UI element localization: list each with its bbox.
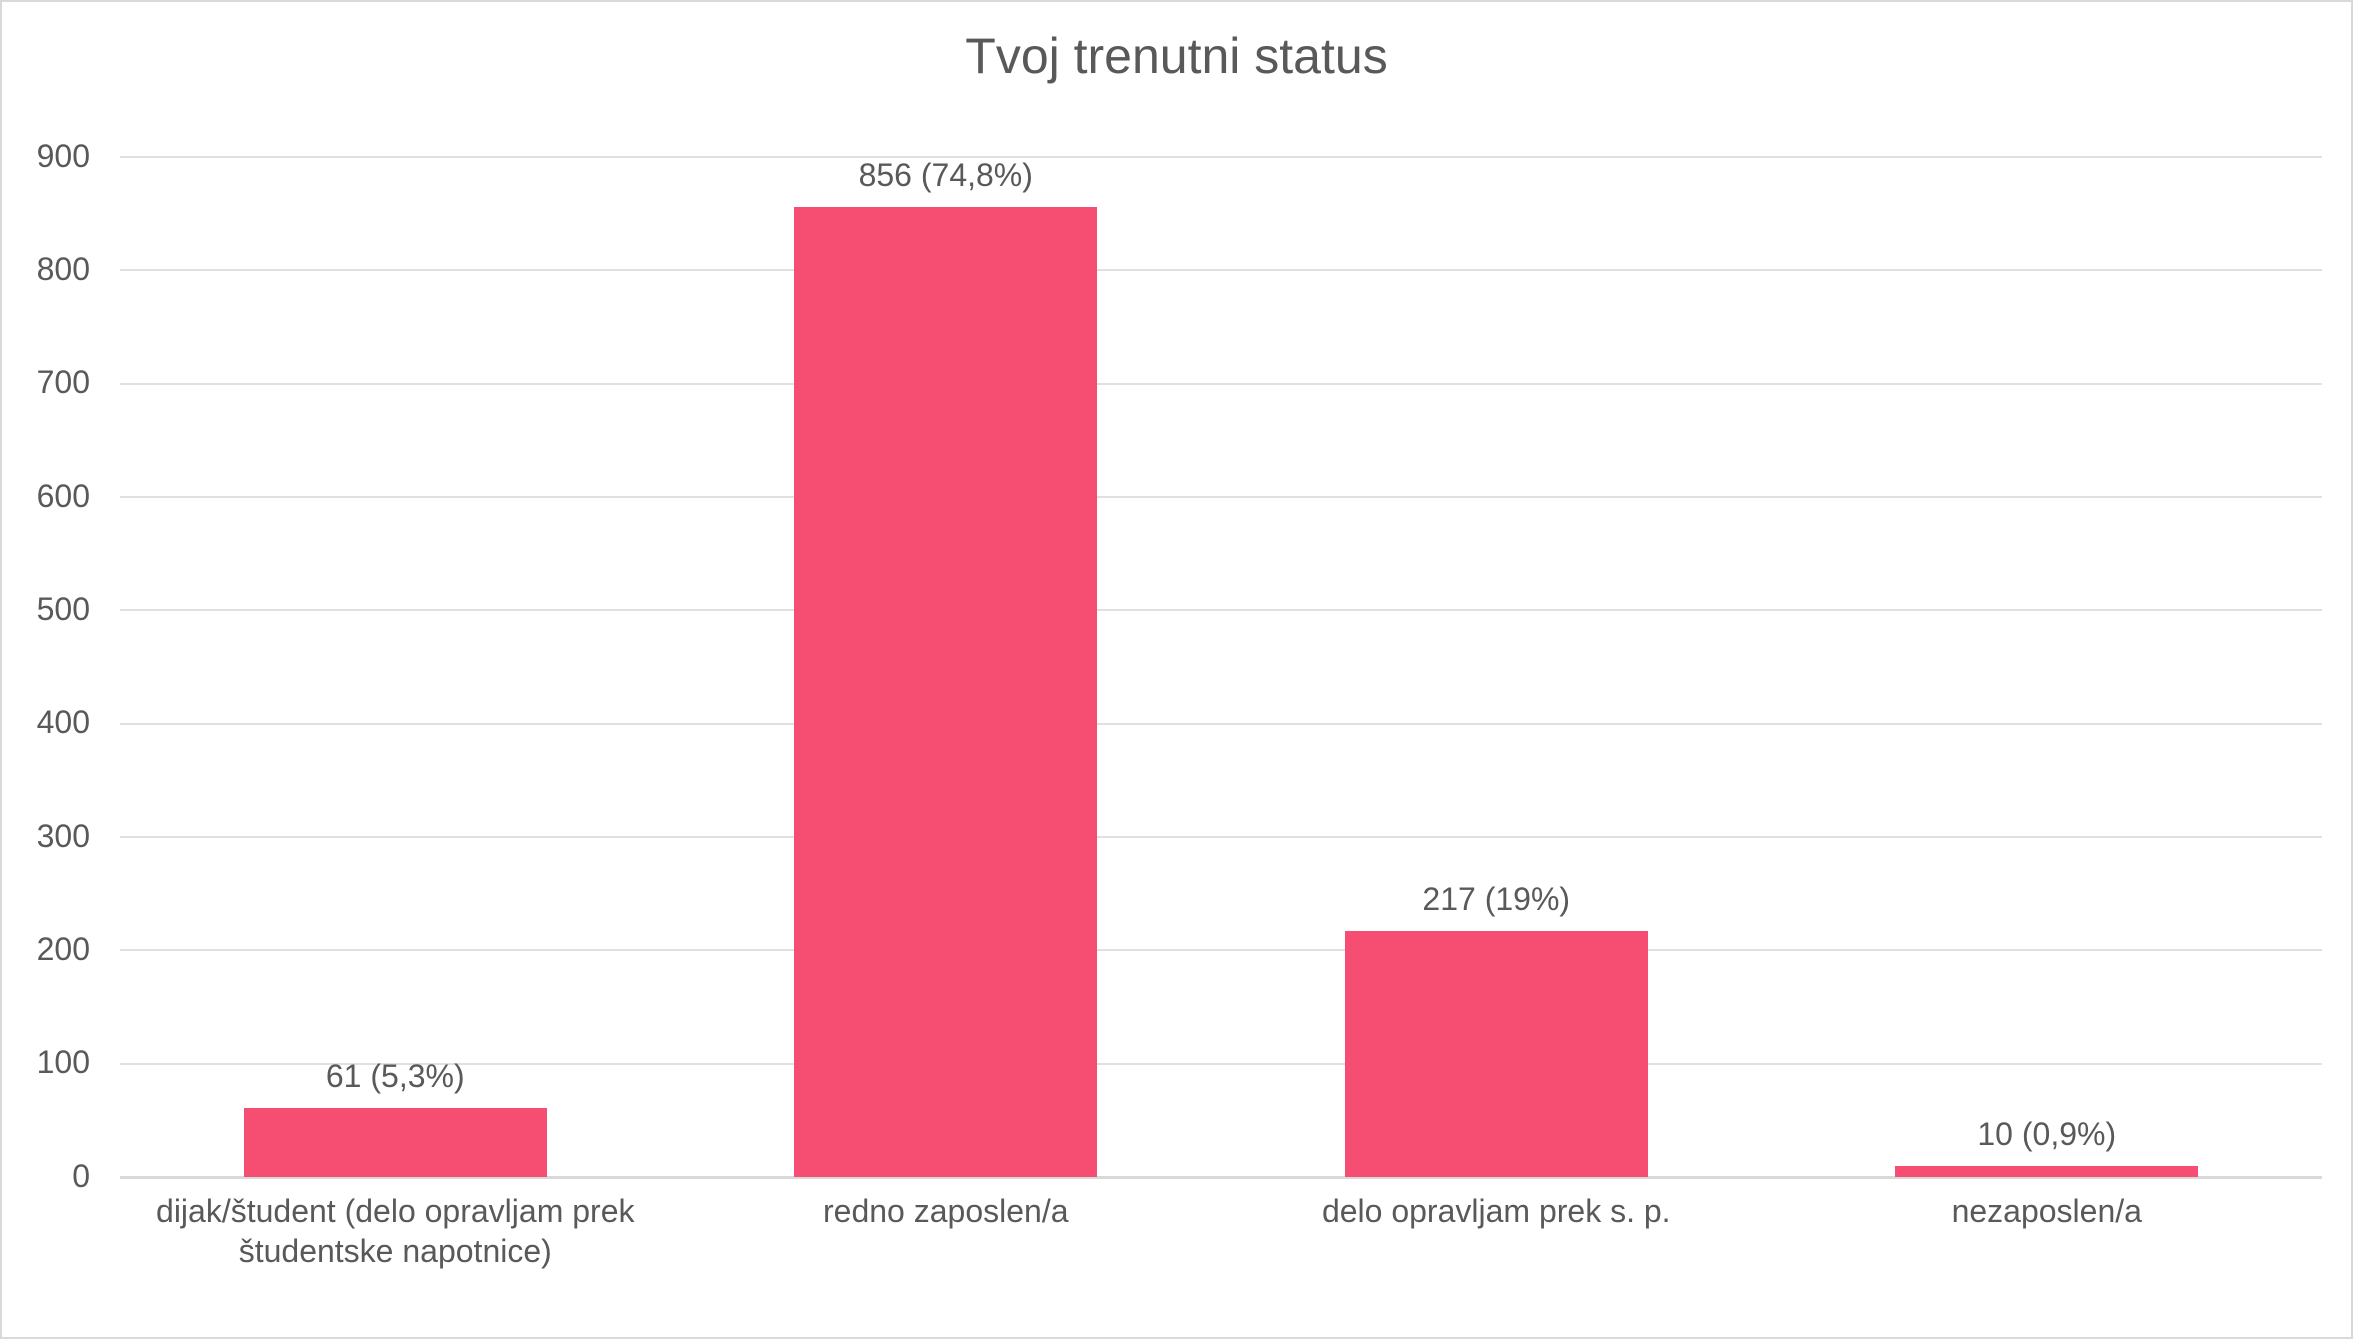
bar-chart: Tvoj trenutni status 0 100 200 300 400 500 600… [0,0,2353,1339]
y-tick-label: 500 [2,591,90,628]
gridline [120,269,2322,271]
chart-title: Tvoj trenutni status [2,27,2351,85]
data-label: 217 (19%) [1221,881,1772,918]
gridline [120,609,2322,611]
gridline [120,836,2322,838]
x-category-label: nezaposlen/a [1782,1191,2313,1231]
y-tick-label: 800 [2,251,90,288]
data-label: 10 (0,9%) [1772,1116,2323,1153]
data-label: 856 (74,8%) [671,157,1222,194]
y-tick-label: 900 [2,138,90,175]
gridline [120,949,2322,951]
bar [1345,931,1648,1177]
y-tick-label: 0 [2,1158,90,1195]
y-tick-label: 700 [2,364,90,401]
x-category-label: redno zaposlen/a [681,1191,1212,1231]
y-tick-label: 100 [2,1044,90,1081]
bar [244,1108,547,1177]
gridline [120,156,2322,158]
bar [1895,1166,2198,1177]
gridline [120,723,2322,725]
x-category-label: delo opravljam prek s. p. [1231,1191,1762,1231]
y-tick-label: 400 [2,704,90,741]
y-tick-label: 300 [2,818,90,855]
y-tick-label: 200 [2,931,90,968]
y-tick-label: 600 [2,478,90,515]
data-label: 61 (5,3%) [120,1058,671,1095]
gridline [120,383,2322,385]
bar [794,207,1097,1177]
x-category-label: dijak/študent (delo opravljam prek štude… [130,1191,661,1271]
gridline [120,496,2322,498]
